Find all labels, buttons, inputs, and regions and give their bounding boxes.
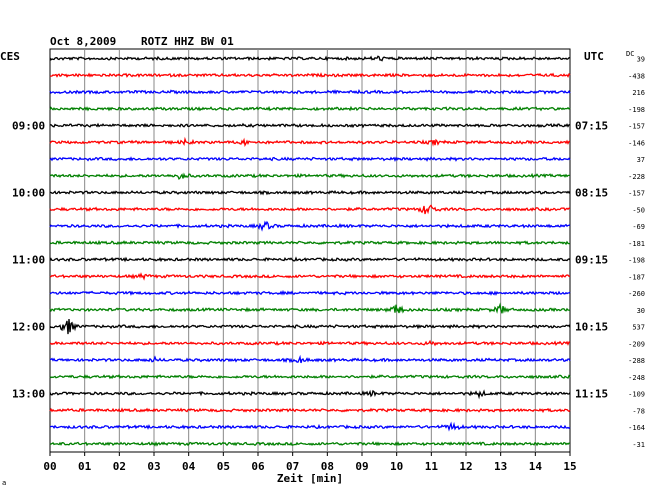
dc-offset-label: -109 <box>628 391 645 399</box>
trace-row <box>49 172 570 180</box>
trace-row <box>49 374 571 380</box>
trace-row <box>49 55 571 62</box>
trace-row <box>49 72 571 78</box>
left-timezone-label: CES <box>0 50 20 63</box>
x-tick-label: 14 <box>529 460 543 473</box>
time-labels: 09:00 10:00 11:00 12:00 13:00 07:15 08:15 09:15… <box>12 120 608 401</box>
trace-row <box>49 354 571 364</box>
dc-offset-label: -181 <box>628 240 645 248</box>
trace-row <box>49 136 571 147</box>
trace-row <box>49 122 570 129</box>
dc-offset-label: -260 <box>628 290 645 298</box>
x-tick-label: 03 <box>147 460 160 473</box>
x-tick-label: 02 <box>113 460 126 473</box>
dc-offset-label: -157 <box>628 123 645 131</box>
trace-row <box>49 189 571 196</box>
trace-rows <box>49 55 571 447</box>
dc-offset-label: 216 <box>632 89 645 97</box>
trace-row <box>49 389 571 400</box>
header-date: Oct 8,2009 <box>50 35 116 48</box>
dc-offset-label: -438 <box>628 72 645 80</box>
dc-offset-label: -78 <box>632 407 645 415</box>
dc-offset-label: -228 <box>628 173 645 181</box>
trace-row <box>49 88 571 95</box>
dc-offset-label: 37 <box>637 156 645 164</box>
trace-row <box>49 220 571 232</box>
corner-mark: a <box>2 479 6 487</box>
dc-offset-labels: 39 -438 216 -198 -157 -146 37 -228 -157 -50 -69 -18… <box>628 56 645 449</box>
trace-row <box>49 204 571 215</box>
dc-offset-label: -157 <box>628 190 645 198</box>
right-timezone-label: UTC <box>584 50 604 63</box>
right-time-label: 07:15 <box>575 120 608 133</box>
trace-row <box>49 105 571 112</box>
dc-offset-label: -31 <box>632 441 645 449</box>
trace-row <box>49 272 571 281</box>
x-tick-label: 15 <box>563 460 576 473</box>
x-tick-label: 04 <box>182 460 196 473</box>
right-time-label: 08:15 <box>575 187 608 200</box>
x-tick-label: 08 <box>321 460 334 473</box>
trace-row <box>49 441 570 447</box>
trace-row <box>49 407 571 414</box>
x-tick-label: 11 <box>425 460 439 473</box>
right-time-label: 11:15 <box>575 388 608 401</box>
x-tick-label: 07 <box>286 460 299 473</box>
grid <box>49 48 571 453</box>
dc-offset-label: -198 <box>628 106 645 114</box>
dc-offset-label: -187 <box>628 273 645 281</box>
dc-offset-label: -164 <box>628 424 645 432</box>
trace-row <box>49 319 571 335</box>
left-time-label: 11:00 <box>12 254 45 267</box>
trace-row <box>49 302 571 314</box>
header-station: ROTZ HHZ BW 01 <box>141 35 234 48</box>
dc-offset-label: -50 <box>632 206 645 214</box>
dc-offset-label: -198 <box>628 257 645 265</box>
x-tick-label: 05 <box>217 460 230 473</box>
trace-row <box>49 156 571 162</box>
dc-offset-label: -146 <box>628 139 645 147</box>
dc-header-label: DC <box>626 50 634 58</box>
x-tick-label: 09 <box>355 460 368 473</box>
dc-offset-label: -209 <box>628 340 645 348</box>
x-axis-ticks: 00 01 02 03 04 05 06 07 08 09 10 11 12 13 14 15 <box>43 452 577 473</box>
x-tick-label: 01 <box>78 460 92 473</box>
left-time-label: 09:00 <box>12 120 45 133</box>
right-time-label: 10:15 <box>575 321 608 334</box>
dc-offset-label: 537 <box>632 324 645 332</box>
x-axis-title: Zeit [min] <box>277 472 343 485</box>
x-tick-label: 13 <box>494 460 507 473</box>
trace-row <box>49 339 571 347</box>
x-tick-label: 10 <box>390 460 403 473</box>
left-time-label: 10:00 <box>12 187 45 200</box>
right-time-label: 09:15 <box>575 254 608 267</box>
plot-frame <box>49 48 571 453</box>
dc-offset-label: 30 <box>637 307 645 315</box>
x-tick-label: 12 <box>459 460 472 473</box>
left-time-label: 12:00 <box>12 321 45 334</box>
x-tick-label: 00 <box>43 460 56 473</box>
left-time-label: 13:00 <box>12 388 45 401</box>
x-tick-label: 06 <box>251 460 265 473</box>
trace-row <box>49 256 571 263</box>
trace-row <box>49 239 571 246</box>
trace-row <box>49 421 571 432</box>
dc-offset-label: -69 <box>632 223 645 231</box>
trace-row <box>49 289 571 296</box>
dc-offset-label: -248 <box>628 374 645 382</box>
dc-offset-label: -288 <box>628 357 645 365</box>
dc-offset-label: 39 <box>637 56 645 64</box>
